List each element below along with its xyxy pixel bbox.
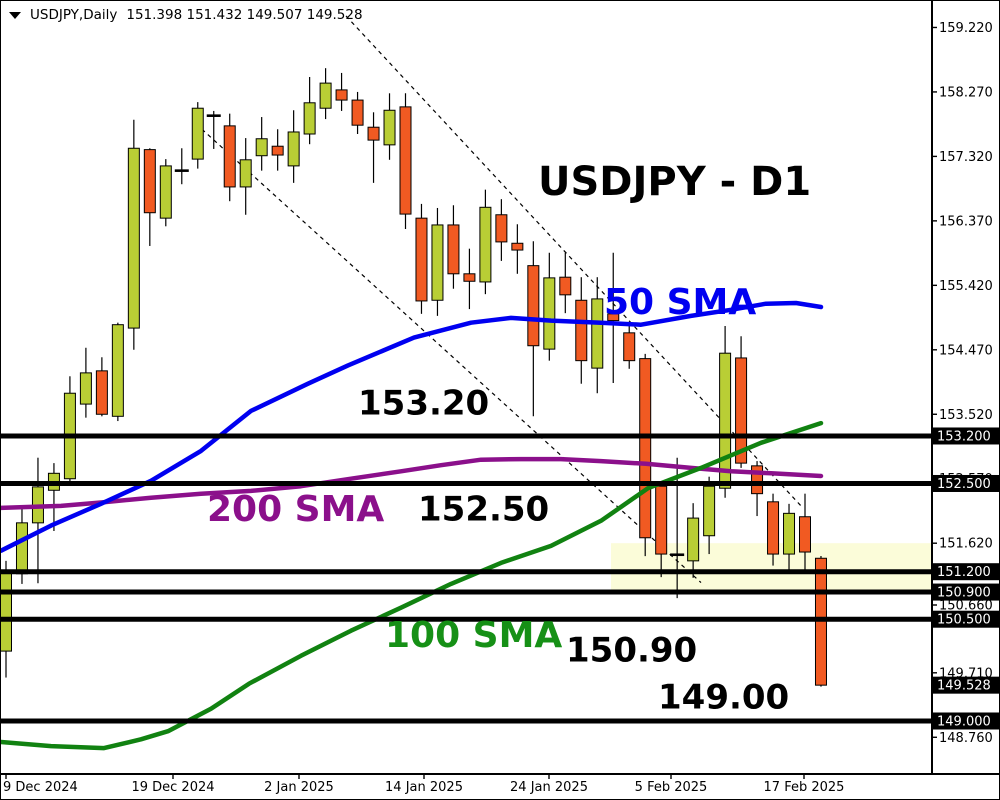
price-tick-label: 151.620 [939,537,993,552]
bull-candle [431,224,444,301]
bear-candle [559,276,572,296]
bear-candle [223,125,236,188]
bear-candle [751,465,764,495]
bear-candle [367,126,380,141]
bull-candle [239,159,252,188]
bear-candle [415,217,428,302]
bull-candle [255,138,268,157]
bear-candle [799,516,811,553]
price-badge-label: 151.200 [937,565,991,580]
level-152-50-label: 152.50 [418,490,549,530]
bear-candle [95,370,108,415]
bull-candle [543,277,556,350]
bear-candle [271,145,284,156]
price-badge [933,474,1000,492]
price-badge-label: 153.200 [937,429,991,444]
bull-candle [479,206,492,283]
sma100-label: 100 SMA [385,615,562,656]
symbol-timeframe-label: USDJPY,Daily [30,7,118,23]
level-150-90-label: 150.90 [566,631,697,671]
bear-candle [351,99,364,126]
price-badge [933,676,1000,694]
date-label: 14 Jan 2025 [385,780,463,795]
ohlc-values: 151.398 151.432 149.507 149.528 [126,7,363,23]
bull-candle [783,512,796,555]
bear-candle [767,501,780,555]
bear-candle [623,332,636,362]
price-tick-label: 158.270 [939,85,993,100]
price-badge [933,712,1000,730]
bear-candle [143,149,156,214]
bull-candle [591,298,604,369]
bull-candle [703,485,716,537]
bear-candle [463,273,476,282]
price-tick-label: 159.220 [939,21,993,36]
bear-candle [814,557,827,686]
price-tick-label: 154.470 [939,343,993,358]
date-label: 9 Dec 2024 [3,780,78,795]
bear-candle [447,224,460,275]
price-badge-label: 150.500 [937,613,991,628]
price-tick-label: 153.520 [939,408,993,423]
date-label: 2 Jan 2025 [264,780,334,795]
price-tick-label: 155.420 [939,279,993,294]
bull-candle [159,165,172,219]
date-label: 24 Jan 2025 [510,780,588,795]
bull-candle [287,131,300,167]
chart-titlebar: USDJPY,Daily 151.398 151.432 149.507 149… [9,7,363,23]
bear-candle [735,357,748,464]
date-label: 19 Dec 2024 [131,780,214,795]
price-tick-label: 156.370 [939,214,993,229]
bull-candle [1,570,12,652]
price-badge [933,563,1000,581]
sma-200-line [1,456,824,511]
price-tick-label: 148.760 [939,731,993,746]
trendline-dashed-2 [345,15,802,507]
bear-candle [335,89,348,101]
bear-candle [527,265,540,347]
bull-candle [687,517,700,562]
bear-candle [495,214,508,243]
bull-candle [719,352,732,489]
price-badge-label: 150.900 [937,586,991,601]
sma50-label: 50 SMA [604,282,756,323]
trendline-dashed-1 [195,123,702,584]
sma-50-line [1,300,824,553]
bull-candle [383,109,396,146]
bear-candle [607,313,620,322]
date-label: 17 Feb 2025 [764,780,845,795]
price-tick-label: 150.660 [939,599,993,614]
price-badge-label: 149.000 [937,714,991,729]
bear-candle [639,358,652,539]
bull-candle [191,107,204,160]
bull-candle [111,324,124,417]
price-badge [933,610,1000,628]
bull-candle [15,522,28,575]
date-label: 5 Feb 2025 [635,780,708,795]
bear-candle [511,242,524,251]
bull-candle [127,147,140,329]
level-149-00-label: 149.00 [658,678,789,718]
price-badge-label: 152.500 [937,477,991,492]
bull-candle [319,82,332,109]
price-badge-label: 149.528 [937,679,991,694]
symbol-dropdown-button[interactable] [9,11,21,19]
price-badge [933,427,1000,445]
price-tick-label: 157.320 [939,150,993,165]
sma200-label: 200 SMA [207,489,384,530]
price-badge [933,583,1000,601]
level-153-20-label: 153.20 [358,384,489,424]
bull-candle [79,372,92,405]
bull-candle [303,102,316,135]
bear-candle [399,106,412,215]
bear-candle [655,485,668,555]
chart-title-annotation: USDJPY - D1 [538,159,811,205]
bear-candle [575,299,588,362]
triangle-down-icon [9,11,21,19]
